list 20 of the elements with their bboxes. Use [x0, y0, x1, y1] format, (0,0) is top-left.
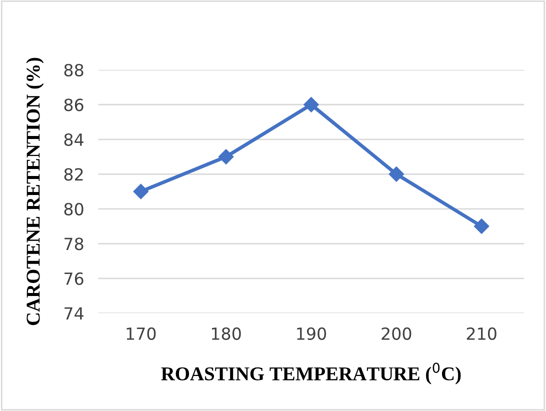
y-tick-label: 74 — [64, 307, 84, 320]
y-tick-label: 84 — [64, 133, 84, 146]
point — [218, 149, 234, 164]
point — [304, 97, 319, 112]
y-tick-label: 86 — [64, 98, 84, 112]
y-tick-label: 78 — [64, 238, 84, 250]
y-tick-label: 82 — [64, 168, 83, 181]
x-tick-label: 210 — [466, 327, 496, 340]
point — [388, 166, 404, 182]
x-tick-label: 190 — [297, 327, 326, 340]
y-tick-label: 80 — [64, 202, 84, 216]
x-tick-label: 200 — [382, 327, 412, 340]
x-tick-label: 170 — [126, 327, 156, 340]
x-tick-label: 180 — [212, 327, 241, 340]
y-tick-label: 76 — [64, 272, 84, 285]
point — [133, 184, 148, 200]
point — [474, 218, 490, 234]
y-axis-title: CAROTENE RETENTION (%) — [26, 58, 44, 326]
x-axis-title: ROASTING TEMPERATURE ($^{0}$C) — [161, 362, 461, 384]
y-tick-label: 88 — [64, 64, 84, 76]
